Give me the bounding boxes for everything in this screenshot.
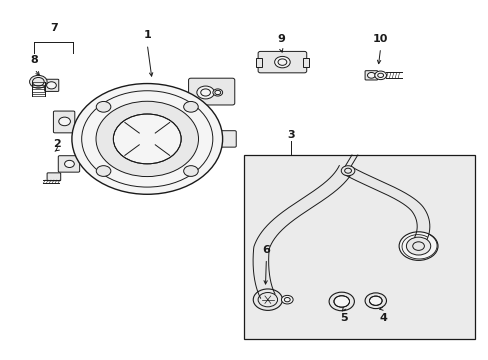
Circle shape [365,293,386,309]
Circle shape [212,89,222,96]
Circle shape [96,101,198,176]
FancyBboxPatch shape [188,78,234,105]
FancyBboxPatch shape [218,131,236,147]
Text: 9: 9 [277,34,285,44]
Circle shape [406,237,430,255]
Circle shape [96,166,111,176]
Circle shape [64,160,74,167]
Text: 7: 7 [50,23,58,33]
Polygon shape [344,167,429,247]
FancyBboxPatch shape [53,111,75,133]
Text: 8: 8 [31,55,38,65]
Circle shape [281,296,292,304]
Text: 5: 5 [340,312,347,323]
Circle shape [341,166,354,176]
Circle shape [59,117,70,126]
FancyBboxPatch shape [44,79,59,91]
Circle shape [333,296,349,307]
FancyBboxPatch shape [258,51,306,73]
Circle shape [398,232,437,260]
Text: 6: 6 [262,245,270,255]
Circle shape [374,71,386,80]
Text: 2: 2 [53,139,61,149]
Circle shape [274,57,289,68]
Circle shape [197,86,214,99]
FancyBboxPatch shape [47,173,61,181]
Text: 10: 10 [372,34,387,44]
Circle shape [46,82,56,89]
Circle shape [30,75,47,88]
Circle shape [369,296,381,305]
Bar [244,155,474,339]
FancyBboxPatch shape [58,156,80,172]
FancyBboxPatch shape [365,71,377,80]
Circle shape [328,292,354,311]
Circle shape [183,102,198,112]
Polygon shape [253,166,353,298]
Bar [303,58,308,67]
Text: 4: 4 [378,312,386,323]
Circle shape [96,102,111,112]
Text: 3: 3 [286,130,294,140]
Bar [255,58,261,67]
Circle shape [367,72,374,78]
Circle shape [72,84,222,194]
Circle shape [183,166,198,176]
Circle shape [113,114,181,164]
Circle shape [253,289,282,310]
Text: 1: 1 [143,30,151,40]
